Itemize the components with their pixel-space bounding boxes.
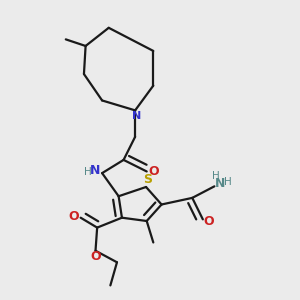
Text: N: N xyxy=(215,177,226,190)
Text: S: S xyxy=(143,173,152,186)
Text: O: O xyxy=(149,165,159,178)
Text: H: H xyxy=(84,167,92,178)
Text: O: O xyxy=(90,250,101,263)
Text: O: O xyxy=(68,209,79,223)
Text: N: N xyxy=(132,111,141,121)
Text: H: H xyxy=(224,177,232,188)
Text: H: H xyxy=(212,171,220,182)
Text: O: O xyxy=(203,214,214,227)
Text: N: N xyxy=(90,164,101,177)
